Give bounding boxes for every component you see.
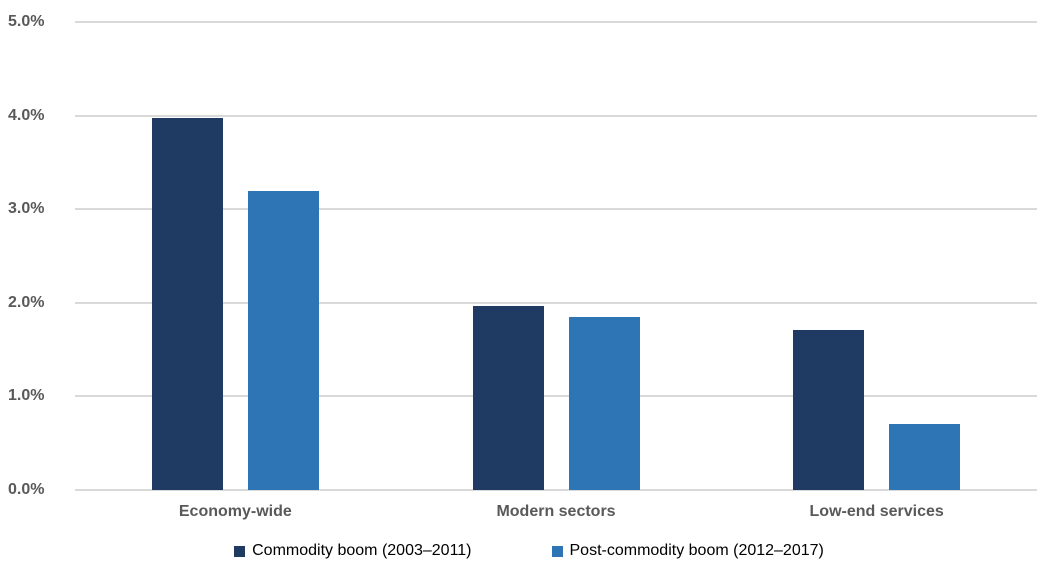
category-label-economy-wide: Economy-wide: [178, 503, 292, 520]
bar-series-0-category-2: [793, 329, 865, 490]
gridline: [75, 21, 1037, 23]
gridline: [75, 114, 1037, 117]
bar-group-0: [75, 22, 396, 490]
legend-label-post-commodity-boom: Post-commodity boom (2012–2017): [569, 542, 824, 559]
y-tick-label-1: 1.0%: [8, 387, 45, 404]
plot-area: [75, 21, 1037, 491]
category-label-modern-sectors: Modern sectors: [496, 503, 616, 520]
bar-series-0-category-0: [151, 118, 223, 490]
bar-group-2: [716, 22, 1037, 490]
category-label-low-end-services: Low-end services: [809, 503, 944, 520]
y-tick-label-5: 5.0%: [8, 13, 45, 30]
legend-item-post-commodity-boom: Post-commodity boom (2012–2017): [551, 541, 824, 561]
bar-series-0-category-1: [472, 305, 544, 490]
gridline: [75, 489, 1037, 491]
legend-swatch-commodity-boom-icon: [234, 545, 246, 557]
y-tick-label-2: 2.0%: [8, 294, 45, 311]
y-tick-label-4: 4.0%: [8, 107, 45, 124]
legend-swatch-post-commodity-boom-icon: [551, 545, 563, 557]
y-tick-label-0: 0.0%: [8, 481, 45, 498]
x-axis: Economy-wide Modern sectors Low-end serv…: [75, 502, 1037, 522]
bar-group-1: [396, 22, 717, 490]
legend-item-commodity-boom: Commodity boom (2003–2011): [234, 541, 472, 561]
gridline: [75, 395, 1037, 398]
legend: Commodity boom (2003–2011) Post-commodit…: [0, 541, 1058, 561]
bar-series-1-category-1: [568, 316, 640, 490]
bar-series-1-category-2: [889, 424, 961, 490]
gridline: [75, 301, 1037, 304]
bars-container: [75, 22, 1037, 490]
legend-label-commodity-boom: Commodity boom (2003–2011): [252, 542, 472, 559]
y-tick-label-3: 3.0%: [8, 200, 45, 217]
bar-series-1-category-0: [247, 191, 319, 490]
gridline: [75, 208, 1037, 211]
